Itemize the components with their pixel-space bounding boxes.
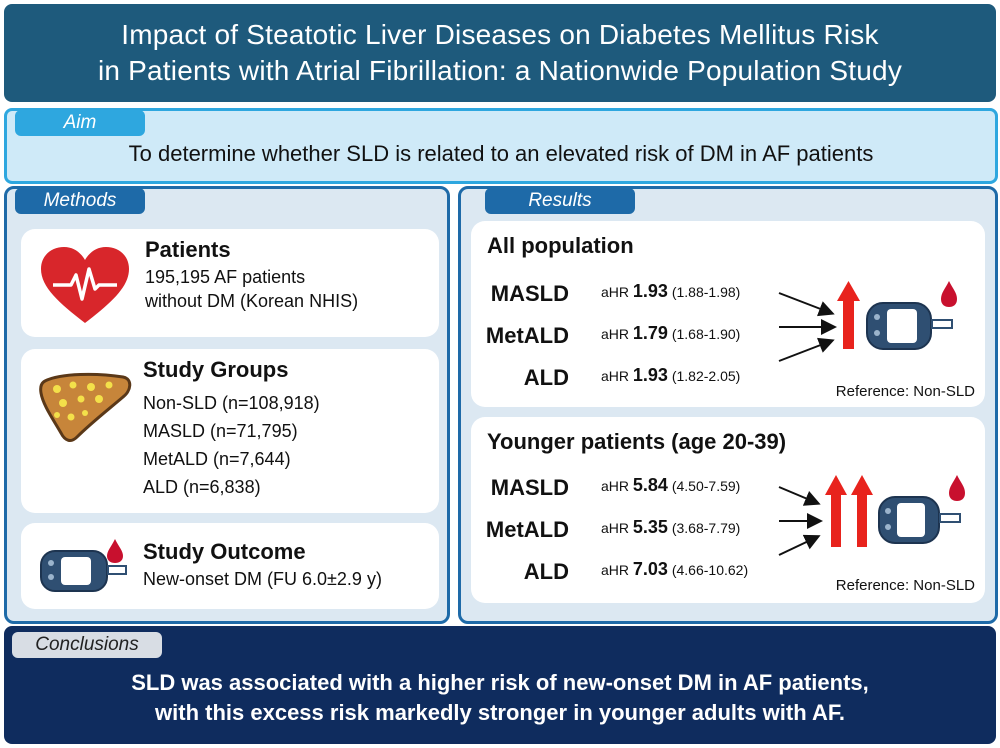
aim-label: Aim [15,110,145,136]
group-name-metald: MetALD [485,323,569,348]
title-banner: Impact of Steatotic Liver Diseases on Di… [4,4,996,102]
younger-patients-graphic [778,475,965,556]
hr-row-metald: aHR 1.79 (1.68-1.90) [601,323,740,344]
study-groups-card: Study Groups Non-SLD (n=108,918) MASLD (… [21,349,439,513]
hr-row-ald: aHR 7.03 (4.66-10.62) [601,559,748,580]
reference-note: Reference: Non-SLD [835,383,975,400]
arrow-ald [778,534,821,556]
arrow-masld [778,486,821,506]
hr-value: 5.35 [632,517,668,537]
patients-title: Patients [145,237,231,262]
patients-line-2: without DM (Korean NHIS) [145,291,359,311]
hr-value: 1.93 [632,365,668,385]
conclusions-line-1: SLD was associated with a higher risk of… [131,670,869,695]
hr-prefix: aHR [601,478,630,494]
hr-ci: (3.68-7.79) [671,520,741,536]
younger-patients-card: Younger patients (age 20-39) MASLD aHR 5… [471,417,985,603]
arrow-masld [778,292,835,317]
hr-ci: (1.88-1.98) [671,284,741,300]
hr-ci: (4.50-7.59) [671,478,741,494]
hr-ci: (1.82-2.05) [671,368,741,384]
conclusions-line-2: with this excess risk markedly stronger … [155,700,845,725]
group-name-metald: MetALD [485,517,569,542]
hr-prefix: aHR [601,368,630,384]
methods-panel: Methods Patients 195,195 AF patients wit… [4,186,450,624]
methods-label: Methods [15,188,145,214]
group-name-masld: MASLD [490,475,569,500]
title-line-1: Impact of Steatotic Liver Diseases on Di… [121,19,879,50]
hr-ci: (4.66-10.62) [671,562,749,578]
liver-icon [39,372,132,442]
hr-row-metald: aHR 5.35 (3.68-7.79) [601,517,740,538]
heart-icon [41,247,129,323]
glucose-meter-icon [866,281,957,350]
all-population-graphic [778,281,957,362]
group-name-masld: MASLD [490,281,569,306]
hr-ci: (1.68-1.90) [671,326,741,342]
hr-row-ald: aHR 1.93 (1.82-2.05) [601,365,740,386]
all-population-heading: All population [487,233,634,258]
patients-line-1: 195,195 AF patients [145,267,306,287]
hr-row-masld: aHR 1.93 (1.88-1.98) [601,281,740,302]
group-name-ald: ALD [523,559,569,584]
title-line-2: in Patients with Atrial Fibrillation: a … [97,55,903,86]
hr-prefix: aHR [601,520,630,536]
risk-up-arrow-icon [825,475,847,547]
aim-panel: Aim To determine whether SLD is related … [4,108,998,184]
hr-prefix: aHR [601,284,630,300]
risk-up-arrow-icon [837,281,860,349]
all-population-card: All population MASLD aHR 1.93 (1.88-1.98… [471,221,985,407]
study-outcome-line: New-onset DM (FU 6.0±2.9 y) [143,569,382,589]
conclusions-label: Conclusions [12,632,162,658]
hr-value: 5.84 [632,475,668,495]
hr-row-masld: aHR 5.84 (4.50-7.59) [601,475,740,496]
hr-prefix: aHR [601,562,630,578]
younger-patients-heading: Younger patients (age 20-39) [487,429,787,454]
risk-up-arrow-icon [851,475,873,547]
glucose-meter-icon [878,475,965,544]
patients-card: Patients 195,195 AF patients without DM … [21,229,439,337]
reference-note: Reference: Non-SLD [835,577,975,594]
aim-text: To determine whether SLD is related to a… [128,141,874,166]
hr-prefix: aHR [601,326,630,342]
conclusions-panel: Conclusions SLD was associated with a hi… [4,626,996,744]
hr-value: 1.79 [632,323,668,343]
hr-value: 7.03 [632,559,668,579]
study-groups-title: Study Groups [143,357,289,382]
glucose-meter-icon [40,539,127,592]
group-line-metald: MetALD (n=7,644) [143,449,291,469]
results-label: Results [485,188,635,214]
arrow-ald [778,337,835,362]
study-outcome-title: Study Outcome [143,539,306,564]
conclusions-text: SLD was associated with a higher risk of… [4,668,996,728]
group-line-non-sld: Non-SLD (n=108,918) [143,393,320,413]
group-name-ald: ALD [523,365,569,390]
group-line-ald: ALD (n=6,838) [143,477,261,497]
group-line-masld: MASLD (n=71,795) [143,421,298,441]
hr-value: 1.93 [632,281,668,301]
results-panel: Results All population MASLD aHR 1.93 (1… [458,186,998,624]
study-outcome-card: Study Outcome New-onset DM (FU 6.0±2.9 y… [21,523,439,609]
